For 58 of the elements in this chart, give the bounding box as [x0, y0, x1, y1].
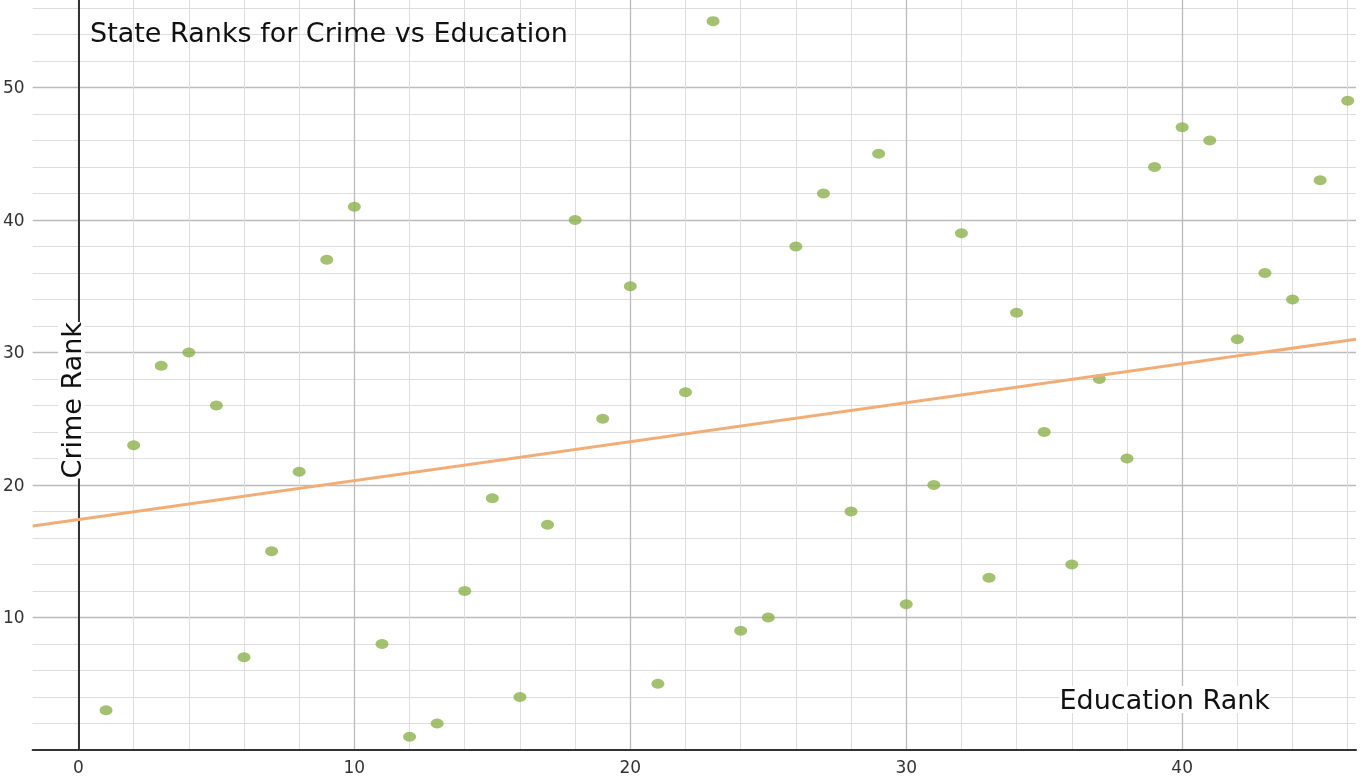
- point: [872, 148, 886, 159]
- point: [265, 546, 279, 557]
- point: [1148, 161, 1162, 172]
- point: [347, 201, 361, 212]
- point: [403, 731, 417, 742]
- point: [375, 639, 389, 649]
- y-axis-title: Crime Rank: [56, 321, 87, 479]
- point: [816, 188, 830, 199]
- x-tick-label: 40: [1171, 756, 1193, 776]
- point: [1230, 334, 1244, 345]
- point: [1010, 307, 1024, 318]
- point: [734, 625, 748, 636]
- point: [789, 241, 803, 252]
- point: [761, 612, 775, 623]
- point: [182, 347, 196, 358]
- point: [1286, 294, 1300, 305]
- y-tick-label: 50: [2, 77, 25, 98]
- point: [430, 718, 444, 729]
- y-tick-label: 30: [2, 342, 25, 363]
- point: [1175, 122, 1189, 133]
- point: [127, 440, 141, 451]
- x-tick-label: 0: [73, 756, 84, 776]
- point: [954, 228, 968, 239]
- point: [513, 692, 527, 702]
- point: [1037, 426, 1051, 437]
- point: [541, 519, 555, 530]
- point: [1313, 175, 1327, 186]
- point: [1203, 135, 1217, 146]
- point: [1065, 559, 1079, 570]
- x-tick-label: 20: [619, 756, 642, 776]
- text: State Ranks for Crime vs Education: [90, 17, 568, 48]
- point: [706, 16, 720, 27]
- point: [237, 652, 251, 663]
- point: [568, 214, 582, 225]
- x-tick-label: 10: [343, 756, 366, 776]
- point: [623, 281, 637, 292]
- point: [596, 413, 610, 424]
- point: [1120, 453, 1134, 464]
- point: [292, 466, 306, 477]
- point: [99, 705, 113, 716]
- point: [982, 572, 996, 583]
- point: [1341, 95, 1355, 106]
- point: [485, 493, 499, 504]
- x-tick-label: 30: [895, 756, 918, 776]
- point: [899, 599, 913, 610]
- point: [154, 360, 168, 371]
- point: [458, 585, 472, 596]
- point: [651, 678, 665, 689]
- x-axis-title: Education Rank: [1059, 684, 1271, 715]
- point: [927, 479, 941, 490]
- point: [209, 400, 223, 411]
- point: [320, 254, 334, 265]
- point: [1258, 267, 1272, 278]
- y-tick-label: 40: [2, 209, 25, 230]
- y-tick-label: 10: [2, 607, 25, 628]
- point: [844, 506, 858, 517]
- point: [679, 387, 692, 398]
- y-tick-label: 20: [2, 474, 25, 495]
